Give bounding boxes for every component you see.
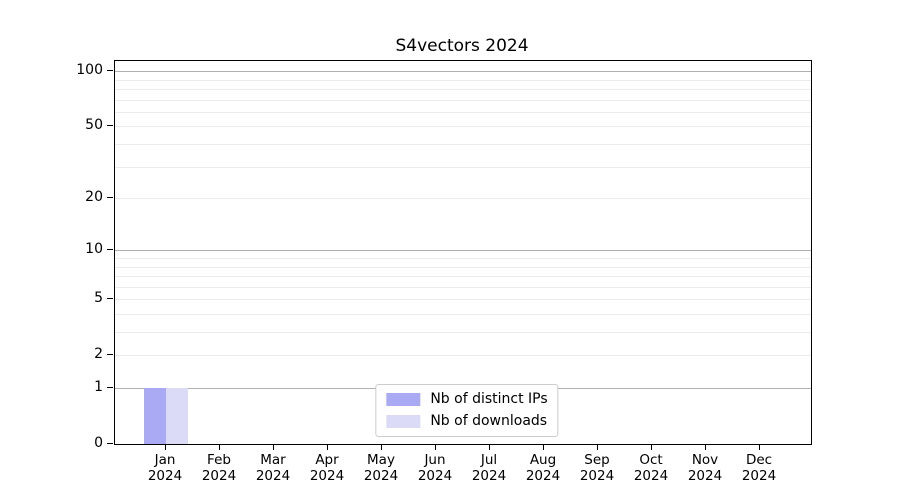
x-axis-tick-label: Jun 2024: [399, 452, 471, 484]
x-axis-tick-label: Aug 2024: [507, 452, 579, 484]
x-tick-month: Oct: [639, 452, 663, 468]
y-axis-tick-label: 1: [94, 379, 103, 395]
x-tick-year: 2024: [687, 468, 723, 484]
x-axis-tick: [435, 444, 436, 450]
major-gridline: [115, 250, 811, 251]
x-axis-tick: [327, 444, 328, 450]
major-gridline: [115, 71, 811, 72]
x-tick-month: May: [367, 452, 395, 468]
minor-gridline: [115, 80, 811, 81]
y-axis-tick: [107, 354, 113, 355]
x-axis-tick: [651, 444, 652, 450]
x-tick-month: Aug: [529, 452, 557, 468]
minor-gridline: [115, 198, 811, 199]
x-tick-year: 2024: [417, 468, 453, 484]
y-axis-tick: [107, 443, 113, 444]
x-tick-month: Sep: [584, 452, 610, 468]
y-axis-tick-label: 10: [85, 241, 103, 257]
x-axis-tick-label: Sep 2024: [561, 452, 633, 484]
y-axis-tick: [107, 249, 113, 250]
legend: Nb of distinct IPs Nb of downloads: [375, 384, 559, 437]
y-axis-tick-label: 20: [85, 189, 103, 205]
y-axis-tick: [107, 70, 113, 71]
legend-row: Nb of downloads: [386, 413, 547, 430]
y-axis-tick-label: 50: [85, 117, 103, 133]
legend-swatch-distinct-ips: [386, 393, 421, 406]
x-tick-year: 2024: [147, 468, 183, 484]
x-tick-month: Jul: [480, 452, 498, 468]
x-tick-year: 2024: [579, 468, 615, 484]
y-axis-tick: [107, 298, 113, 299]
x-tick-month: Feb: [207, 452, 231, 468]
x-axis-tick-label: Nov 2024: [669, 452, 741, 484]
x-tick-year: 2024: [363, 468, 399, 484]
x-axis-tick-label: Apr 2024: [291, 452, 363, 484]
plot-area: [114, 60, 812, 445]
x-axis-tick: [543, 444, 544, 450]
chart-title: S4vectors 2024: [395, 36, 529, 56]
x-axis-tick-label: Dec 2024: [723, 452, 795, 484]
x-axis-tick: [489, 444, 490, 450]
y-axis-tick-label: 5: [94, 290, 103, 306]
x-tick-year: 2024: [309, 468, 345, 484]
x-tick-year: 2024: [741, 468, 777, 484]
minor-gridline: [115, 89, 811, 90]
minor-gridline: [115, 287, 811, 288]
x-axis-tick: [597, 444, 598, 450]
x-tick-year: 2024: [255, 468, 291, 484]
x-axis-tick: [381, 444, 382, 450]
x-tick-month: Nov: [691, 452, 719, 468]
minor-gridline: [115, 112, 811, 113]
x-tick-month: Jan: [154, 452, 176, 468]
minor-gridline: [115, 332, 811, 333]
x-tick-year: 2024: [201, 468, 237, 484]
bar-downloads: [166, 388, 188, 444]
x-tick-year: 2024: [525, 468, 561, 484]
x-tick-month: Dec: [745, 452, 773, 468]
x-axis-tick: [759, 444, 760, 450]
minor-gridline: [115, 167, 811, 168]
minor-gridline: [115, 258, 811, 259]
y-axis-tick: [107, 387, 113, 388]
x-axis-tick-label: Jul 2024: [453, 452, 525, 484]
x-axis-tick-label: Oct 2024: [615, 452, 687, 484]
x-tick-month: Jun: [424, 452, 446, 468]
y-axis-tick-label: 0: [94, 435, 103, 451]
x-axis-tick: [705, 444, 706, 450]
minor-gridline: [115, 314, 811, 315]
legend-swatch-downloads: [386, 415, 421, 428]
y-axis-tick-label: 100: [76, 62, 103, 78]
x-tick-year: 2024: [471, 468, 507, 484]
x-tick-year: 2024: [633, 468, 669, 484]
x-axis-tick: [165, 444, 166, 450]
y-axis-tick-label: 2: [94, 346, 103, 362]
minor-gridline: [115, 100, 811, 101]
x-axis-tick-label: Jan 2024: [129, 452, 201, 484]
x-axis-tick-label: Feb 2024: [183, 452, 255, 484]
x-axis-tick: [219, 444, 220, 450]
bar-distinct-ips: [144, 388, 166, 444]
minor-gridline: [115, 267, 811, 268]
y-axis-tick: [107, 125, 113, 126]
minor-gridline: [115, 299, 811, 300]
minor-gridline: [115, 126, 811, 127]
y-axis-tick: [107, 197, 113, 198]
x-tick-month: Mar: [260, 452, 286, 468]
legend-label: Nb of downloads: [430, 413, 548, 429]
x-axis-tick: [273, 444, 274, 450]
minor-gridline: [115, 355, 811, 356]
legend-label: Nb of distinct IPs: [430, 391, 548, 407]
minor-gridline: [115, 144, 811, 145]
legend-row: Nb of distinct IPs: [386, 391, 548, 408]
x-axis-tick-label: Mar 2024: [237, 452, 309, 484]
minor-gridline: [115, 276, 811, 277]
x-axis-tick-label: May 2024: [345, 452, 417, 484]
x-tick-month: Apr: [315, 452, 339, 468]
